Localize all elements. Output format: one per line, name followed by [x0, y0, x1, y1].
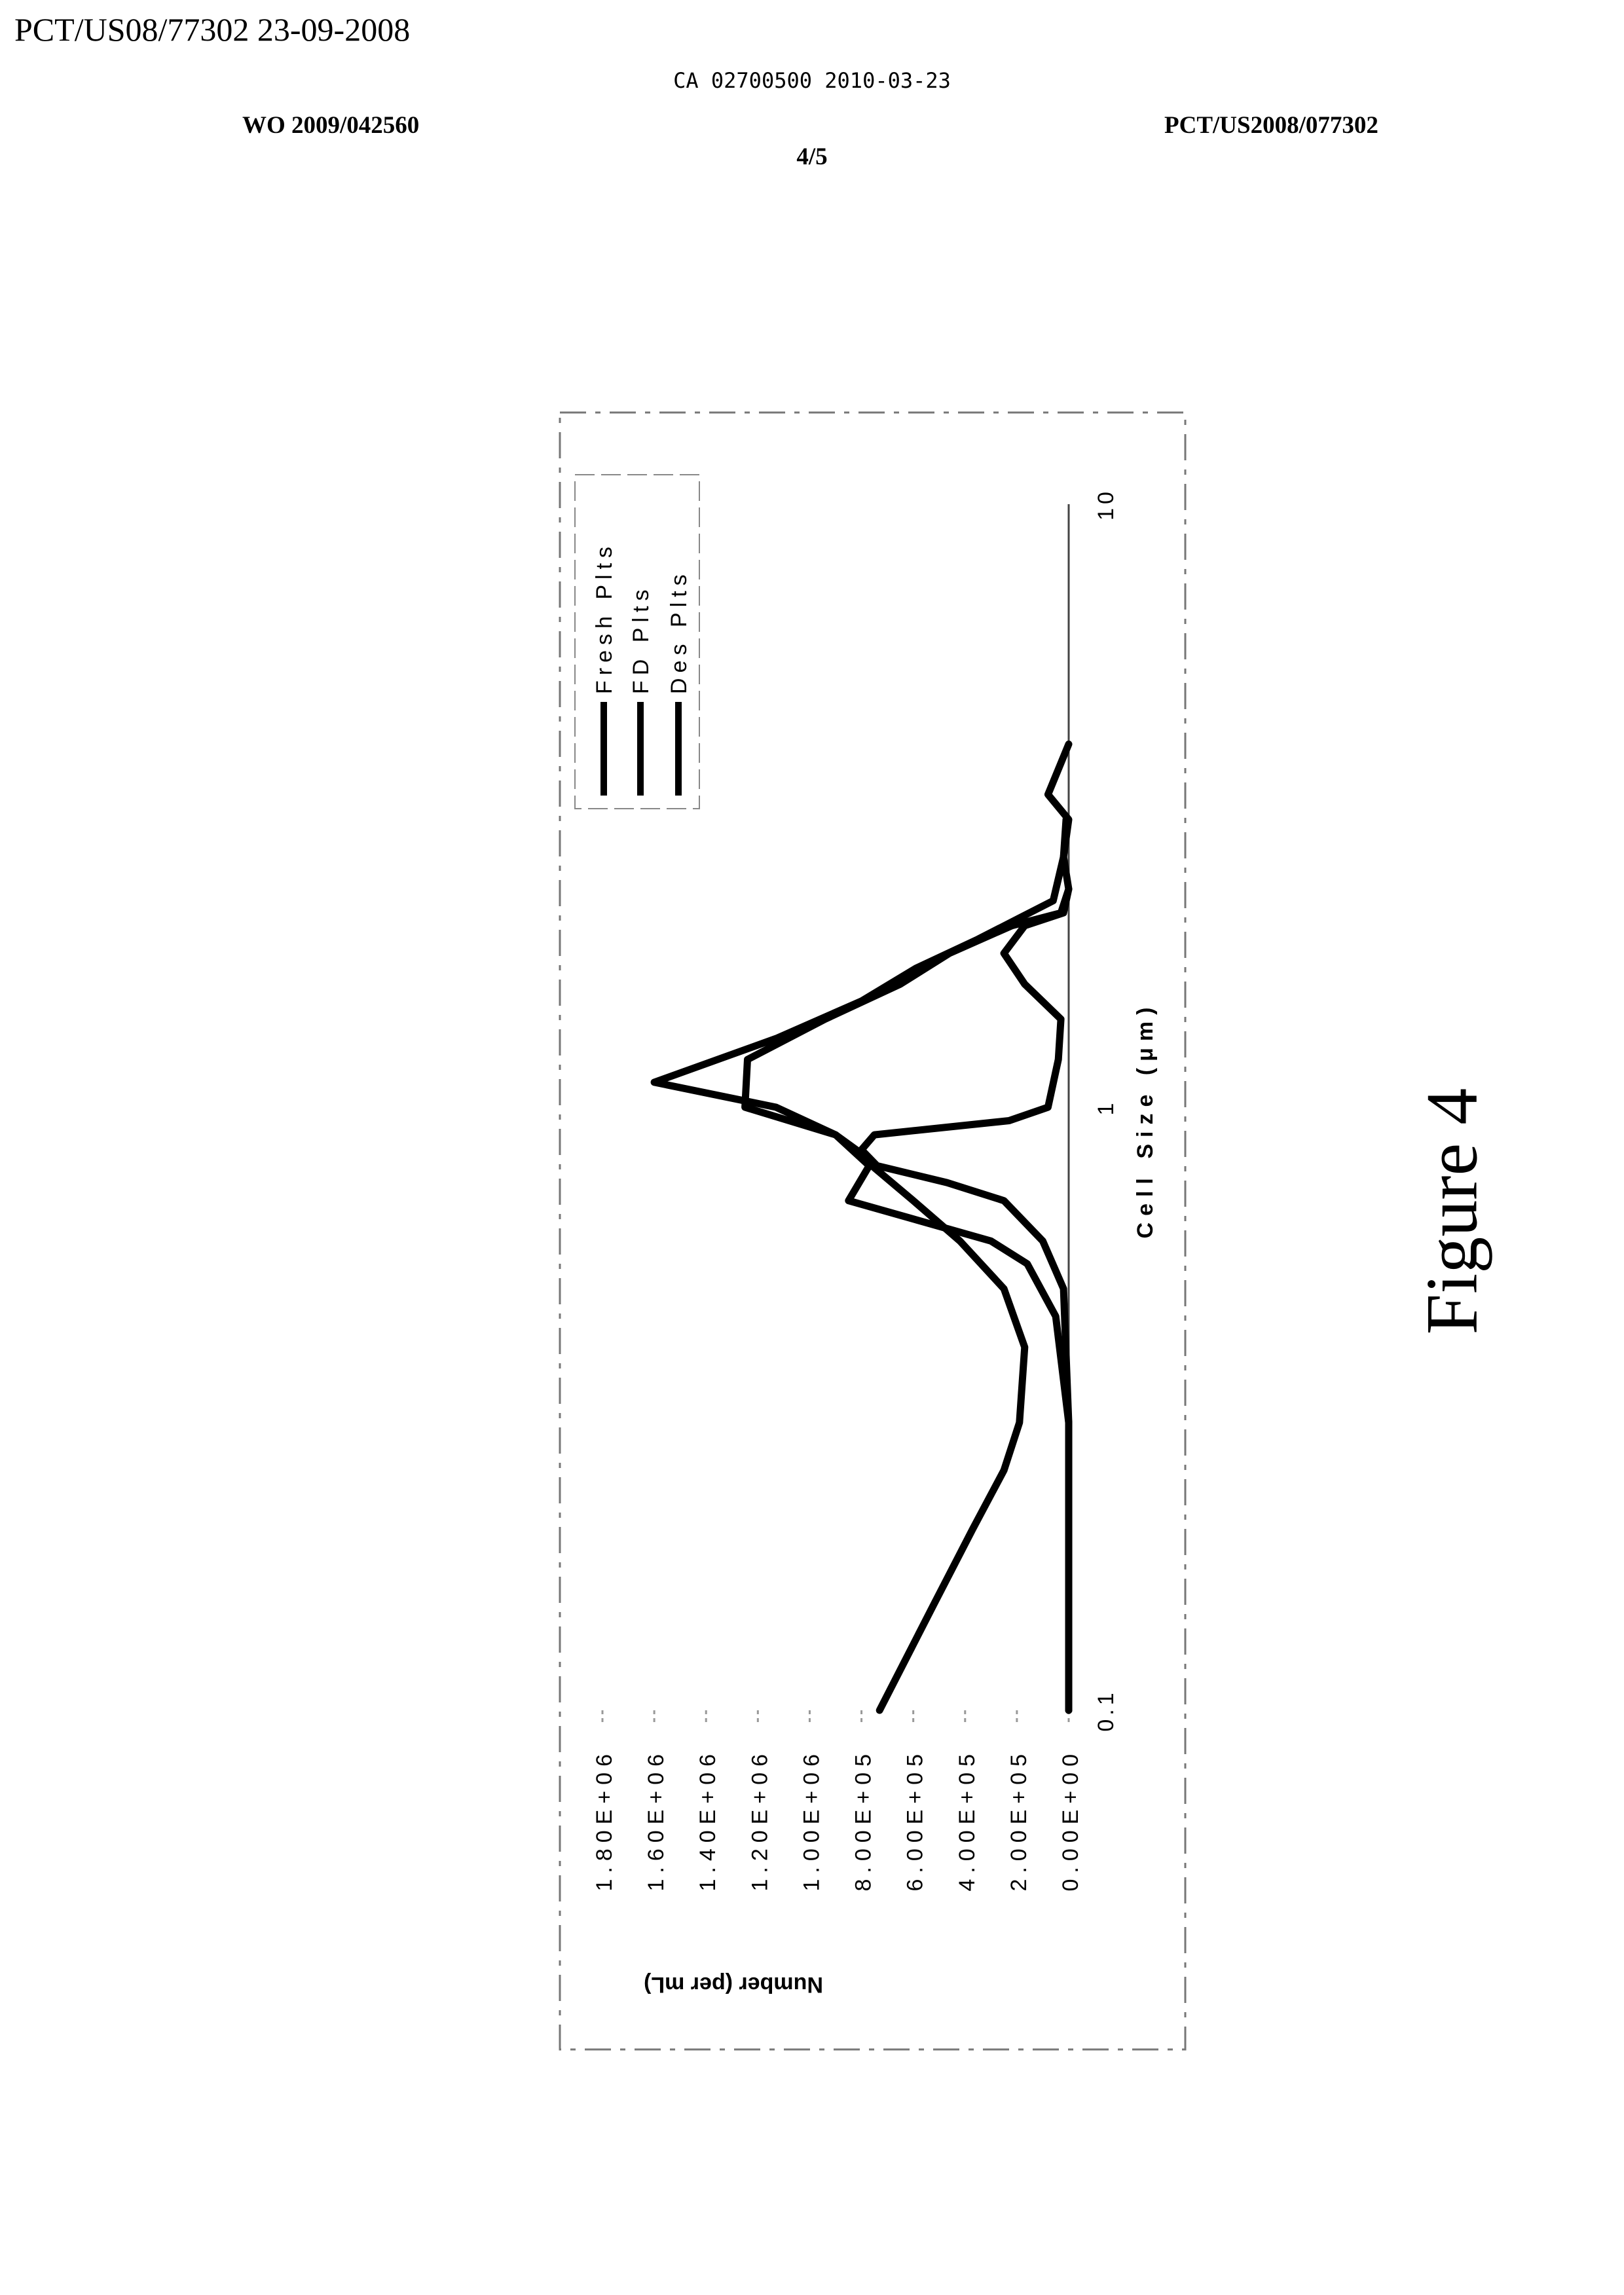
- y-axis-title: Number (per mL): [644, 1972, 823, 1997]
- y-tick-label: 1.20E+06: [747, 1748, 772, 1892]
- x-axis-title: Cell Size (μm): [1133, 1001, 1158, 1239]
- series-line-des-plts: [745, 744, 1069, 1711]
- plot-area: 0.00E+00 2.00E+05 4.00E+05 6.00E+05 8.00E+05…: [575, 475, 1158, 1997]
- legend-label: FD Plts: [629, 585, 654, 694]
- legend-label: Fresh Plts: [592, 542, 617, 694]
- y-tick-label: 2.00E+05: [1006, 1748, 1031, 1892]
- y-tick-label: 8.00E+05: [851, 1748, 876, 1892]
- y-tick-label: 1.60E+06: [644, 1748, 669, 1892]
- x-tick-label: 1: [1094, 1099, 1118, 1116]
- x-tick-label: 0.1: [1094, 1689, 1118, 1731]
- y-tick-label: 1.80E+06: [592, 1748, 617, 1892]
- y-tick-label: 4.00E+05: [955, 1748, 980, 1892]
- y-tick-label: 6.00E+05: [903, 1748, 928, 1892]
- y-tick-label: 0.00E+00: [1058, 1748, 1083, 1892]
- series-line-fd-plts: [862, 889, 1069, 1710]
- x-tick-label: 10: [1094, 488, 1118, 521]
- y-tick-label: 1.40E+06: [695, 1748, 720, 1892]
- y-tick-label: 1.00E+06: [799, 1748, 824, 1892]
- figure-caption: Figure 4: [1411, 1088, 1495, 1334]
- legend-label: Des Plts: [667, 569, 692, 694]
